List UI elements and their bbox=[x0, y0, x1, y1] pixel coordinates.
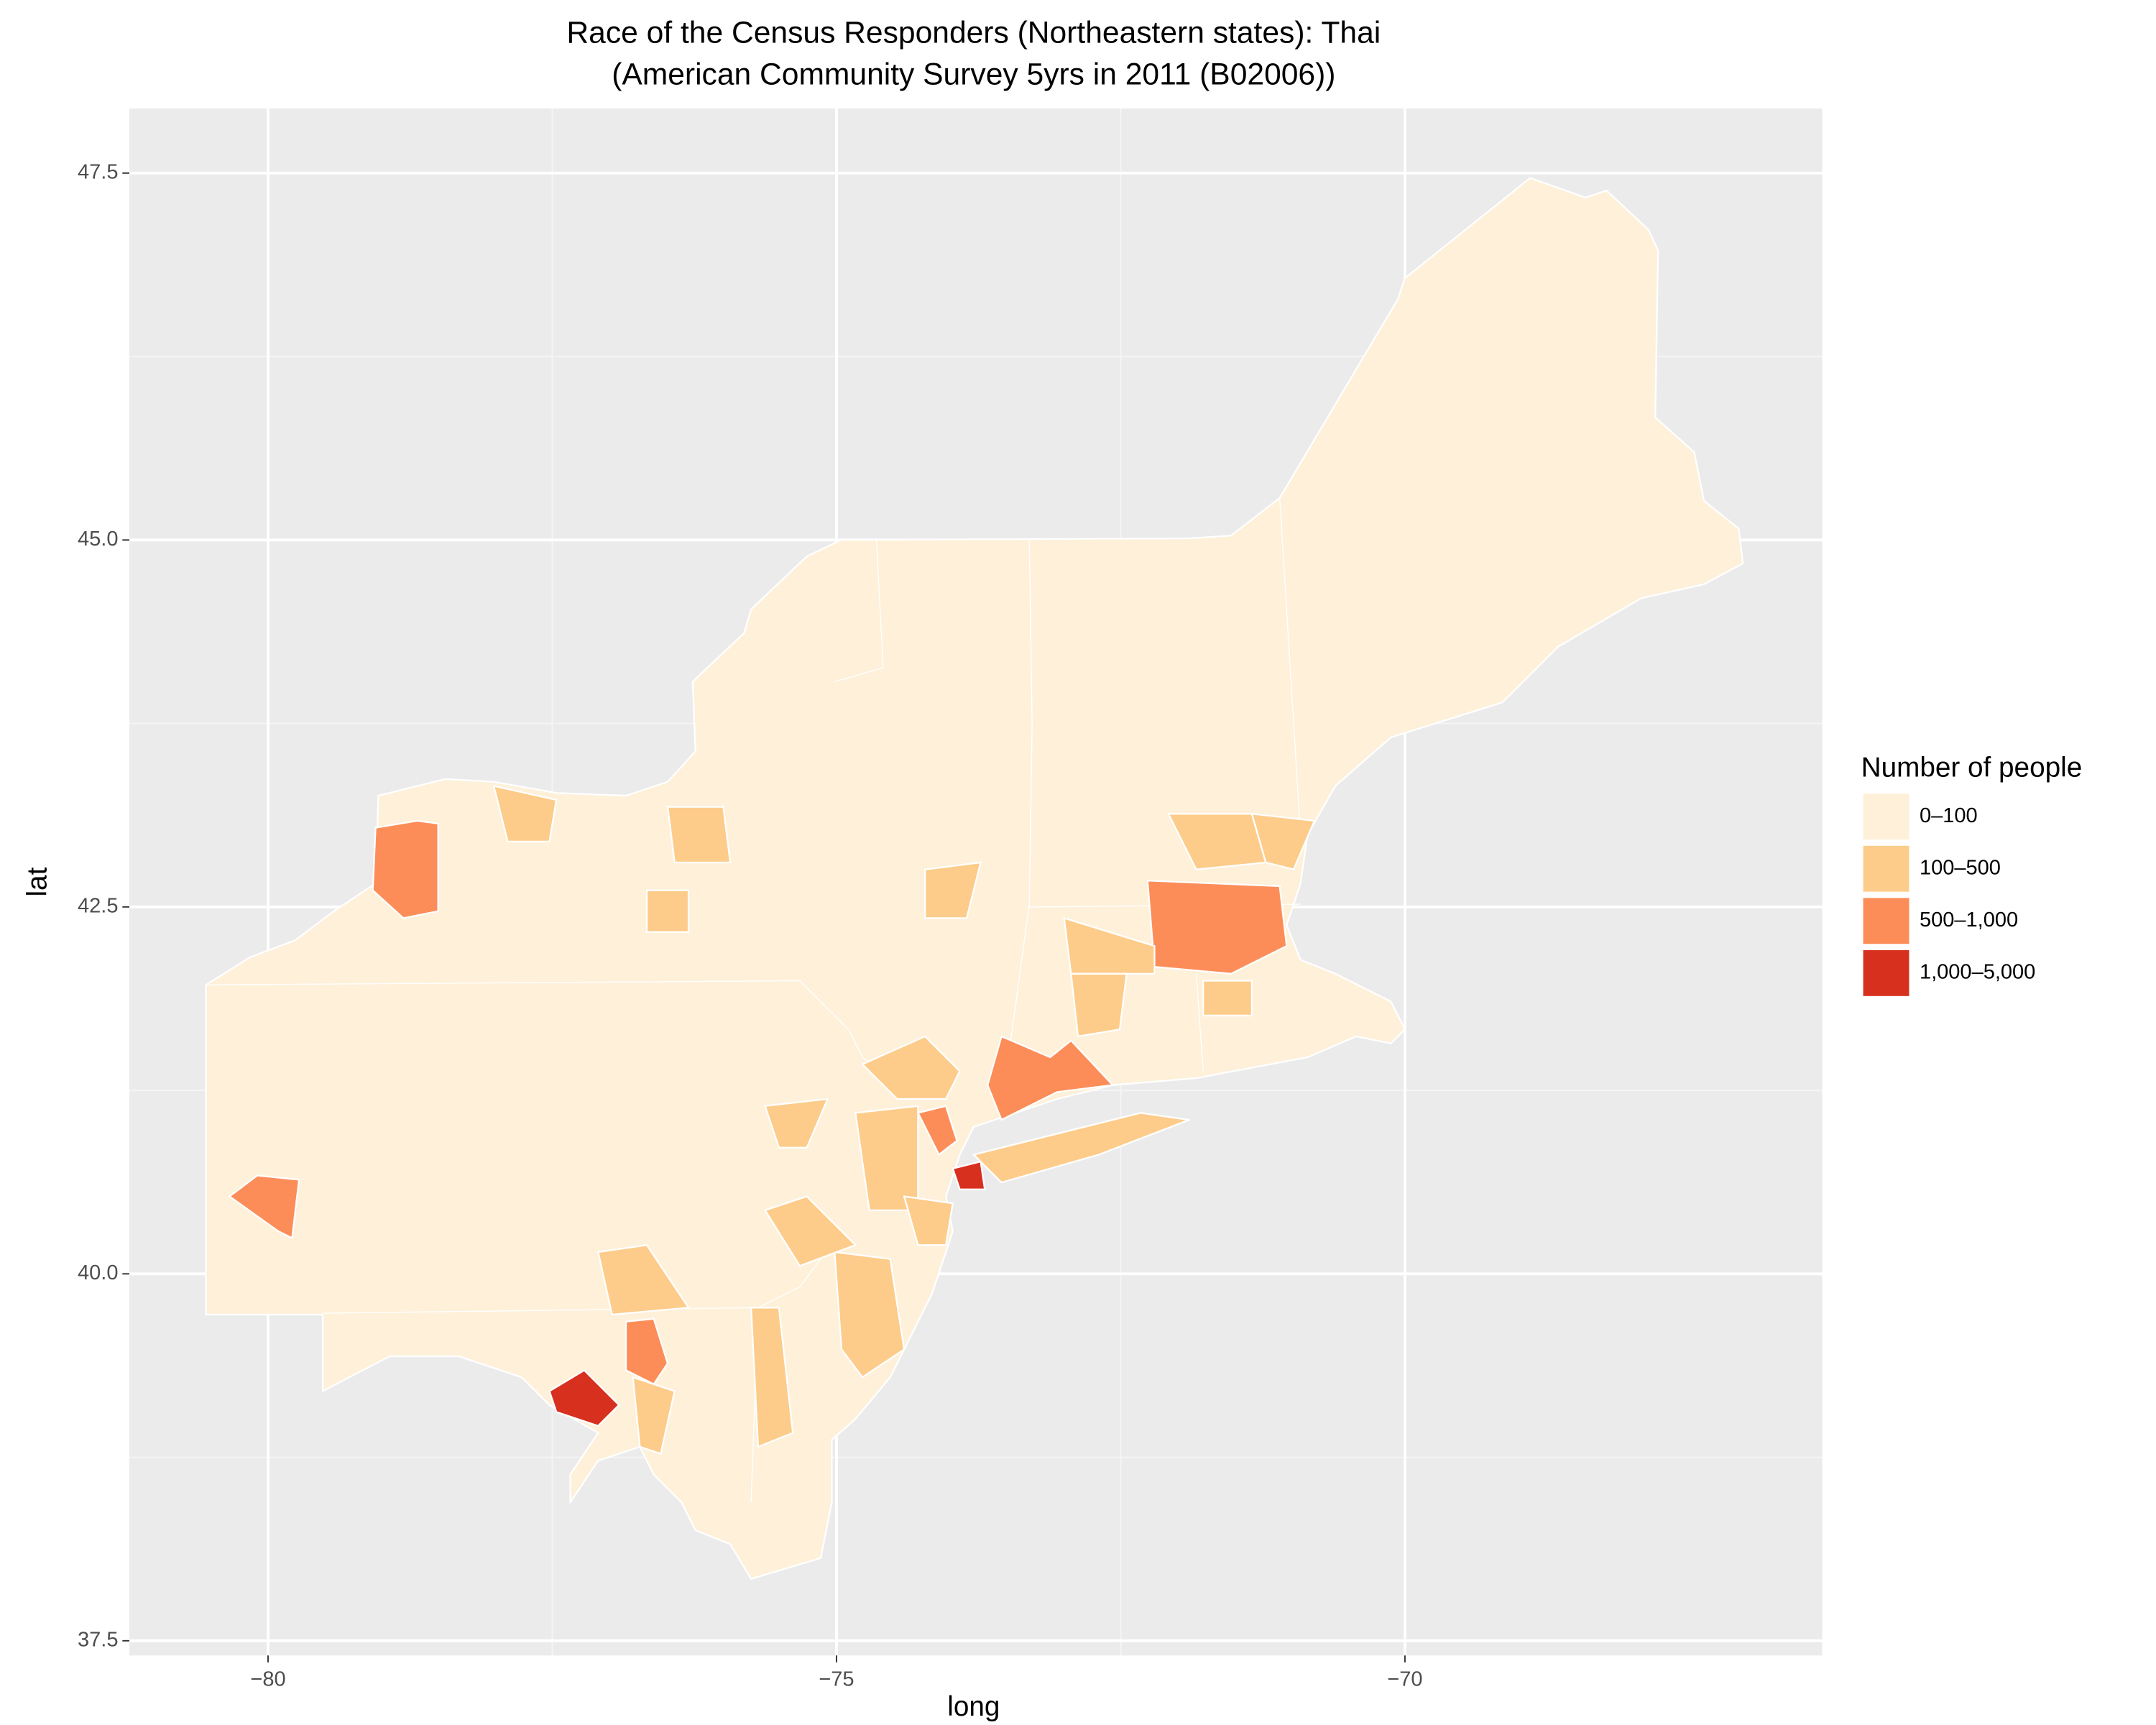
region bbox=[764, 1098, 829, 1149]
region bbox=[764, 1195, 857, 1267]
region bbox=[861, 1035, 961, 1100]
region bbox=[750, 1307, 794, 1448]
legend-key bbox=[1861, 844, 1911, 893]
legend-label: 100–500 bbox=[1920, 856, 2001, 879]
y-axis-title: lat bbox=[22, 867, 52, 896]
legend-label: 500–1,000 bbox=[1920, 908, 2018, 932]
x-tick-label: −80 bbox=[250, 1668, 285, 1691]
y-tick-label: 40.0 bbox=[78, 1261, 118, 1284]
y-tick-label: 37.5 bbox=[78, 1628, 118, 1651]
region bbox=[645, 889, 690, 933]
region bbox=[625, 1317, 669, 1385]
region bbox=[1063, 917, 1156, 975]
axes: −80 −75 −70 37.5 40.0 42.5 45.0 47.5 bbox=[78, 160, 1423, 1690]
region bbox=[597, 1244, 690, 1316]
region bbox=[548, 1369, 620, 1427]
y-tick-label: 47.5 bbox=[78, 160, 118, 183]
region bbox=[632, 1376, 676, 1455]
region bbox=[666, 806, 732, 864]
legend-key bbox=[1861, 896, 1911, 946]
region bbox=[229, 1174, 300, 1239]
region bbox=[492, 785, 558, 843]
region bbox=[903, 1195, 954, 1246]
region bbox=[834, 1251, 906, 1379]
y-tick-label: 45.0 bbox=[78, 528, 118, 551]
state-border bbox=[834, 539, 884, 683]
region bbox=[1250, 813, 1316, 870]
region bbox=[917, 1105, 958, 1156]
legend-label: 1,000–5,000 bbox=[1920, 961, 2035, 984]
chart-title: Race of the Census Responders (Northeast… bbox=[566, 16, 1381, 50]
region bbox=[972, 1112, 1191, 1184]
y-tick-label: 42.5 bbox=[78, 894, 118, 917]
state-border bbox=[1279, 497, 1302, 835]
region bbox=[1070, 972, 1128, 1038]
legend-key bbox=[1861, 949, 1911, 998]
x-axis-title: long bbox=[947, 1691, 1000, 1722]
region bbox=[952, 1160, 986, 1191]
legend: 0–100 100–500 500–1,000 1,000–5,000 bbox=[1861, 792, 2035, 998]
state-border bbox=[1008, 539, 1033, 1058]
region bbox=[923, 861, 982, 919]
state-border bbox=[1195, 973, 1204, 1072]
x-tick-label: −70 bbox=[1387, 1668, 1422, 1691]
map bbox=[205, 177, 1744, 1580]
legend-title: Number of people bbox=[1861, 753, 2083, 783]
state-border bbox=[206, 980, 891, 1079]
legend-label: 0–100 bbox=[1920, 804, 1978, 827]
x-tick-label: −75 bbox=[819, 1668, 854, 1691]
region bbox=[987, 1035, 1114, 1121]
chart-subtitle: (American Community Survey 5yrs in 2011 … bbox=[612, 58, 1335, 92]
legend-key bbox=[1861, 792, 1911, 841]
region bbox=[1202, 980, 1253, 1017]
region bbox=[372, 819, 439, 919]
state-border bbox=[323, 1259, 821, 1314]
